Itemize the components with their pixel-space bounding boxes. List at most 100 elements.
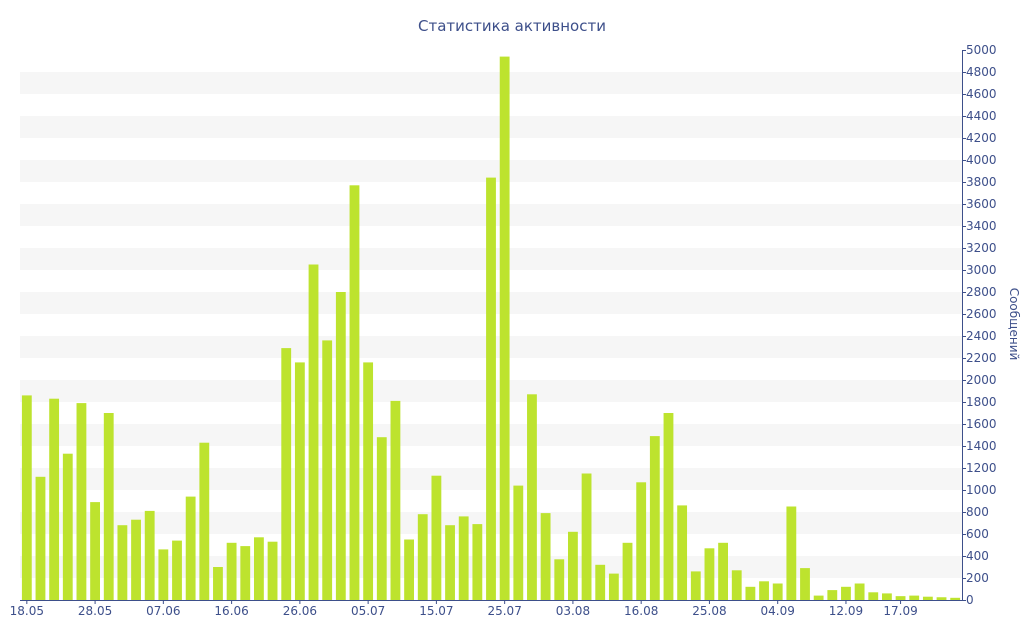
y-tick-label: 1400 [966,439,997,453]
bar [49,398,60,600]
bar [131,519,141,600]
bar [690,571,701,600]
y-axis-label: Сообщений [1007,288,1021,361]
y-tick-label: 4400 [966,109,997,123]
bar [636,482,647,600]
bar [322,340,333,600]
bar [731,570,742,600]
y-tick-label: 3800 [966,175,997,189]
y-tick-label: 800 [966,505,989,519]
y-tick-label: 400 [966,549,989,563]
bar [854,583,865,600]
y-tick-label: 3600 [966,197,997,211]
bar [458,516,469,600]
x-tick-label: 17.09 [883,604,917,618]
bar [677,505,688,600]
bar [21,395,32,600]
grid-band [20,160,962,182]
bar [499,56,510,601]
bar [649,436,660,600]
bar [540,513,551,600]
bar [704,548,715,600]
bar [253,537,264,600]
bar [608,573,619,600]
x-tick-label: 05.07 [351,604,385,618]
y-tick-label: 3200 [966,241,997,255]
x-tick-label: 03.08 [556,604,590,618]
bar [567,531,578,600]
y-tick-label: 1200 [966,461,997,475]
x-tick-label: 25.08 [692,604,726,618]
bar [349,185,360,601]
x-axis-ticks: 18.05 28.05 07.06 16.06 26.06 05.07 15.07 25.07… [10,600,918,618]
y-tick-label: 4600 [966,87,997,101]
y-tick-label: 2400 [966,329,997,343]
y-tick-label: 3000 [966,263,997,277]
bar [103,413,114,600]
axes [20,50,963,601]
bar [35,476,46,600]
y-tick-label: 4000 [966,153,997,167]
x-tick-label: 25.07 [487,604,521,618]
bar [376,437,387,600]
bar [841,586,851,600]
bar [527,394,537,600]
bar [513,485,524,600]
chart-title: Статистика активности [418,17,606,35]
bar [417,514,428,600]
bar [404,539,415,600]
bar [718,542,729,600]
bar [813,595,824,600]
y-tick-label: 0 [966,593,974,607]
bar [117,525,128,600]
bar [62,453,73,600]
bar [294,362,305,600]
y-axis-ticks: 0 200 400 600 800 1000 1200 1400 1600 1800 2000 220… [962,43,997,607]
bar [240,546,251,600]
x-tick-label: 28.05 [78,604,112,618]
bar [554,559,565,600]
y-tick-label: 200 [966,571,989,585]
bar [827,590,838,600]
y-tick-label: 2000 [966,373,997,387]
bar [90,502,101,600]
bar [172,540,182,600]
y-tick-label: 2800 [966,285,997,299]
bar [213,567,223,600]
bar [595,564,606,600]
bar [950,597,961,600]
x-tick-label: 16.08 [624,604,658,618]
y-tick-label: 2200 [966,351,997,365]
bar [185,496,196,600]
bar [431,475,442,600]
bar [936,597,947,600]
bar [363,362,374,600]
y-tick-label: 1800 [966,395,997,409]
x-tick-label: 12.09 [829,604,863,618]
x-tick-label: 26.06 [283,604,317,618]
y-tick-label: 1600 [966,417,997,431]
bar [472,524,483,600]
x-tick-label: 18.05 [10,604,44,618]
y-tick-label: 600 [966,527,989,541]
bar-series [21,56,961,601]
bar [445,525,455,600]
bar [759,581,769,600]
bar [199,442,210,600]
x-tick-label: 16.06 [214,604,248,618]
bar [390,400,401,600]
bar [922,596,933,600]
y-tick-label: 2600 [966,307,997,321]
y-tick-label: 4200 [966,131,997,145]
bar [800,568,810,600]
bar [281,348,292,600]
bar [335,292,346,600]
grid-band [20,116,962,138]
bar [895,596,906,600]
bar [745,586,756,600]
bar [581,473,592,600]
y-tick-label: 3400 [966,219,997,233]
bar [226,542,237,600]
bar [881,593,892,600]
